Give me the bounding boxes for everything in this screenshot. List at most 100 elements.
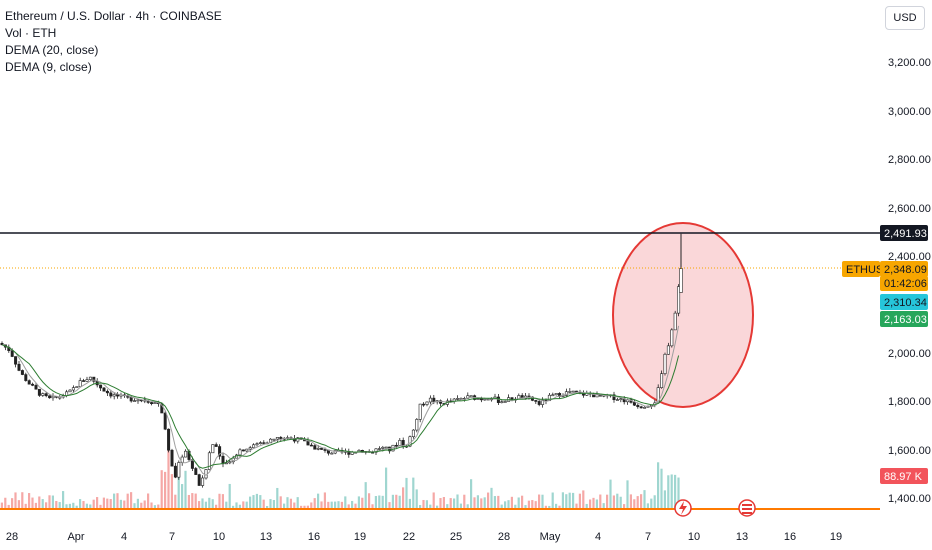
candle-body [418,403,422,420]
volume-bar [164,471,167,510]
volume-bar [633,499,636,510]
legend-title: Ethereum / U.S. Dollar · 4h · COINBASE [5,9,222,23]
x-tick-label: 28 [498,531,510,543]
candle-body [439,400,443,404]
volume-bar [354,503,357,510]
candle-body [258,442,262,444]
candle-body [129,397,133,402]
x-tick-label: 10 [688,531,700,543]
candle-body [88,376,92,380]
volume-bar [531,500,534,510]
candle-body [262,442,266,444]
volume-bar [225,501,228,510]
candle-body [615,399,619,401]
volume-bar [215,504,218,510]
candle-body [197,474,201,486]
volume-bar [663,490,666,510]
candle-body [105,390,109,394]
volume-bar [204,501,207,510]
candle-body [503,401,507,403]
volume-bar [636,496,639,510]
volume-bar [449,498,452,510]
volume-bar [575,503,578,510]
volume-bar [616,493,619,510]
candle-body [167,428,171,451]
volume-bar [521,495,524,510]
x-tick-label: 25 [450,531,462,543]
x-tick-label: 13 [736,531,748,543]
candle-body [469,395,473,397]
volume-bar [249,496,252,510]
volume-bar [555,503,558,510]
volume-bar [140,502,143,510]
volume-bar [592,497,595,510]
candle-layer [0,233,683,488]
volume-bar [160,470,163,510]
tag-resistance-text: 2,491.93 [884,228,927,240]
volume-bar [334,501,337,510]
candle-body [194,468,198,475]
currency-button[interactable]: USD [885,6,925,30]
chart-legend: Ethereum / U.S. Dollar · 4h · COINBASE V… [5,8,222,76]
x-tick-label: 19 [354,531,366,543]
volume-bar [177,472,180,510]
volume-bar [313,498,316,510]
volume-bar [191,493,194,510]
volume-bar [65,504,68,510]
volume-bar [286,497,289,510]
volume-bar [201,498,204,510]
volume-bar [361,497,364,510]
volume-bar [4,497,7,510]
volume-bar [235,502,238,510]
candle-body [272,438,276,441]
x-tick-label: 4 [595,531,601,543]
volume-bar [218,493,221,510]
candle-body [44,393,48,397]
volume-bar [619,496,622,510]
candle-body [269,438,273,444]
volume-bar [408,498,411,510]
volume-bar [459,503,462,510]
candle-body [17,363,21,371]
volume-bar [660,468,663,510]
volume-bar [534,501,537,510]
volume-bar [487,492,490,510]
volume-bar [347,504,350,510]
volume-bar [357,496,360,510]
volume-bar [310,502,313,510]
candle-body [422,403,426,406]
candle-body [456,398,460,400]
volume-bar [538,494,541,510]
volume-bar [446,504,449,510]
volume-bar [194,493,197,510]
volume-bar [89,504,92,510]
candle-body [279,437,283,440]
candle-body [218,446,222,457]
candle-body [384,446,388,449]
candle-body [82,380,86,382]
volume-bar [143,500,146,510]
candle-body [31,383,35,386]
candle-body [78,380,82,387]
volume-bar [82,501,85,510]
volume-bar [269,499,272,510]
candle-body [48,395,52,399]
candle-body [201,477,205,486]
volume-bar [136,498,139,510]
candle-body [537,401,541,405]
volume-bar [480,498,483,510]
candle-body [554,393,558,396]
volume-bar [589,499,592,510]
tag-dema9-text: 2,310.34 [884,297,927,309]
highlight-ellipse [612,222,754,408]
volume-bar [147,493,150,510]
x-tick-label: 16 [308,531,320,543]
volume-bar [153,505,156,510]
volume-bar [106,498,109,510]
candle-body [636,404,640,408]
volume-bar [232,505,235,510]
volume-bar [184,470,187,510]
candle-body [323,449,327,451]
volume-bar [28,493,31,510]
